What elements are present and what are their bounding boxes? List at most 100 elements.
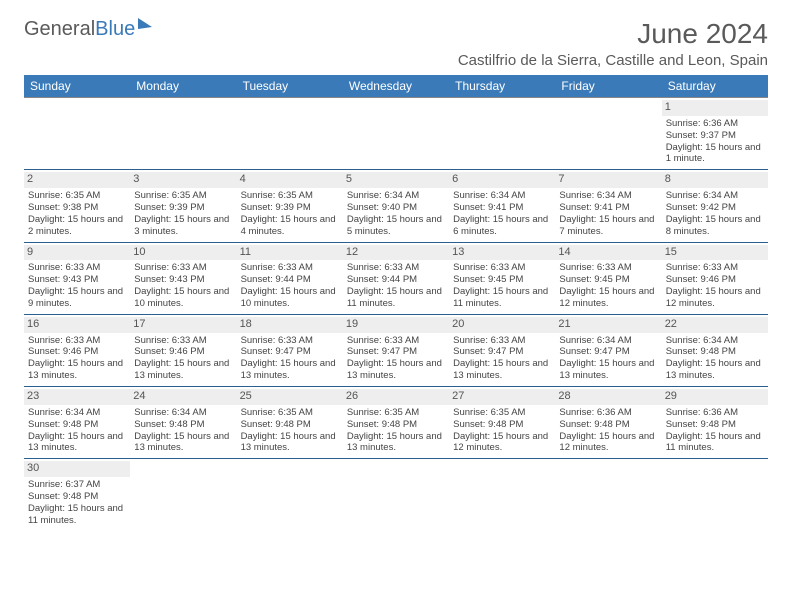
sunset-text: Sunset: 9:48 PM [241,419,339,431]
calendar-cell: 19Sunrise: 6:33 AMSunset: 9:47 PMDayligh… [343,314,449,386]
day-number: 25 [237,389,343,405]
sunset-text: Sunset: 9:48 PM [134,419,232,431]
sunset-text: Sunset: 9:41 PM [453,202,551,214]
day-number: 3 [130,172,236,188]
sunset-text: Sunset: 9:48 PM [28,419,126,431]
calendar-cell [237,98,343,170]
sunset-text: Sunset: 9:47 PM [559,346,657,358]
daylight-text: Daylight: 15 hours and 12 minutes. [559,431,657,455]
logo-text: GeneralBlue [24,18,135,41]
day-number: 6 [449,172,555,188]
calendar-cell: 14Sunrise: 6:33 AMSunset: 9:45 PMDayligh… [555,242,661,314]
sunrise-text: Sunrise: 6:35 AM [241,190,339,202]
sunrise-text: Sunrise: 6:37 AM [28,479,126,491]
calendar-cell: 17Sunrise: 6:33 AMSunset: 9:46 PMDayligh… [130,314,236,386]
sunset-text: Sunset: 9:45 PM [559,274,657,286]
calendar-cell: 9Sunrise: 6:33 AMSunset: 9:43 PMDaylight… [24,242,130,314]
day-number: 2 [24,172,130,188]
sunrise-text: Sunrise: 6:35 AM [241,407,339,419]
daylight-text: Daylight: 15 hours and 13 minutes. [134,358,232,382]
day-number: 23 [24,389,130,405]
calendar-cell [343,98,449,170]
sunset-text: Sunset: 9:46 PM [666,274,764,286]
sunset-text: Sunset: 9:38 PM [28,202,126,214]
day-number-empty [130,100,236,116]
daylight-text: Daylight: 15 hours and 11 minutes. [347,286,445,310]
daylight-text: Daylight: 15 hours and 9 minutes. [28,286,126,310]
sunset-text: Sunset: 9:44 PM [241,274,339,286]
day-number: 27 [449,389,555,405]
sunrise-text: Sunrise: 6:34 AM [453,190,551,202]
calendar-cell: 4Sunrise: 6:35 AMSunset: 9:39 PMDaylight… [237,170,343,242]
sunrise-text: Sunrise: 6:36 AM [666,118,764,130]
sunrise-text: Sunrise: 6:35 AM [28,190,126,202]
calendar-cell [24,98,130,170]
daylight-text: Daylight: 15 hours and 13 minutes. [453,358,551,382]
calendar-cell [449,459,555,531]
sunset-text: Sunset: 9:37 PM [666,130,764,142]
day-number: 26 [343,389,449,405]
sunrise-text: Sunrise: 6:33 AM [453,335,551,347]
day-number: 17 [130,317,236,333]
day-number: 13 [449,245,555,261]
daylight-text: Daylight: 15 hours and 13 minutes. [28,431,126,455]
calendar-table: Sunday Monday Tuesday Wednesday Thursday… [24,75,768,531]
calendar-cell: 26Sunrise: 6:35 AMSunset: 9:48 PMDayligh… [343,387,449,459]
day-number: 1 [662,100,768,116]
daylight-text: Daylight: 15 hours and 11 minutes. [453,286,551,310]
calendar-cell: 30 Sunrise: 6:37 AMSunset: 9:48 PMDayligh… [24,459,130,531]
sunrise-text: Sunrise: 6:36 AM [666,407,764,419]
day-number: 21 [555,317,661,333]
weekday-header-row: Sunday Monday Tuesday Wednesday Thursday… [24,75,768,98]
calendar-cell: 5Sunrise: 6:34 AMSunset: 9:40 PMDaylight… [343,170,449,242]
day-number-empty [343,461,449,477]
page-title: June 2024 [458,18,768,50]
day-number-empty [130,461,236,477]
calendar-cell: 27Sunrise: 6:35 AMSunset: 9:48 PMDayligh… [449,387,555,459]
sunrise-text: Sunrise: 6:35 AM [453,407,551,419]
sunset-text: Sunset: 9:47 PM [241,346,339,358]
daylight-text: Daylight: 15 hours and 11 minutes. [28,503,126,527]
day-number: 11 [237,245,343,261]
calendar-cell: 2 Sunrise: 6:35 AMSunset: 9:38 PMDaylight… [24,170,130,242]
sunrise-text: Sunrise: 6:34 AM [559,335,657,347]
calendar-cell [662,459,768,531]
sunset-text: Sunset: 9:47 PM [347,346,445,358]
sunset-text: Sunset: 9:39 PM [241,202,339,214]
calendar-cell [237,459,343,531]
daylight-text: Daylight: 15 hours and 13 minutes. [666,358,764,382]
calendar-row: 16Sunrise: 6:33 AMSunset: 9:46 PMDayligh… [24,314,768,386]
sunrise-text: Sunrise: 6:34 AM [134,407,232,419]
daylight-text: Daylight: 15 hours and 4 minutes. [241,214,339,238]
calendar-cell: 1Sunrise: 6:36 AMSunset: 9:37 PMDaylight… [662,98,768,170]
daylight-text: Daylight: 15 hours and 12 minutes. [453,431,551,455]
weekday-header: Friday [555,75,661,98]
sunset-text: Sunset: 9:48 PM [666,346,764,358]
calendar-cell: 29Sunrise: 6:36 AMSunset: 9:48 PMDayligh… [662,387,768,459]
daylight-text: Daylight: 15 hours and 13 minutes. [347,431,445,455]
day-number: 29 [662,389,768,405]
sunset-text: Sunset: 9:42 PM [666,202,764,214]
day-number: 30 [24,461,130,477]
calendar-cell: 15Sunrise: 6:33 AMSunset: 9:46 PMDayligh… [662,242,768,314]
daylight-text: Daylight: 15 hours and 10 minutes. [134,286,232,310]
daylight-text: Daylight: 15 hours and 7 minutes. [559,214,657,238]
calendar-row: 9Sunrise: 6:33 AMSunset: 9:43 PMDaylight… [24,242,768,314]
sunset-text: Sunset: 9:48 PM [347,419,445,431]
daylight-text: Daylight: 15 hours and 2 minutes. [28,214,126,238]
daylight-text: Daylight: 15 hours and 11 minutes. [666,431,764,455]
calendar-cell [555,98,661,170]
sunset-text: Sunset: 9:43 PM [28,274,126,286]
sunset-text: Sunset: 9:48 PM [28,491,126,503]
sunrise-text: Sunrise: 6:33 AM [241,335,339,347]
day-number-empty [555,461,661,477]
calendar-cell: 8Sunrise: 6:34 AMSunset: 9:42 PMDaylight… [662,170,768,242]
daylight-text: Daylight: 15 hours and 13 minutes. [134,431,232,455]
calendar-cell [130,459,236,531]
calendar-cell: 25Sunrise: 6:35 AMSunset: 9:48 PMDayligh… [237,387,343,459]
weekday-header: Monday [130,75,236,98]
sunrise-text: Sunrise: 6:33 AM [347,335,445,347]
sunrise-text: Sunrise: 6:34 AM [347,190,445,202]
day-number: 15 [662,245,768,261]
sunset-text: Sunset: 9:46 PM [28,346,126,358]
